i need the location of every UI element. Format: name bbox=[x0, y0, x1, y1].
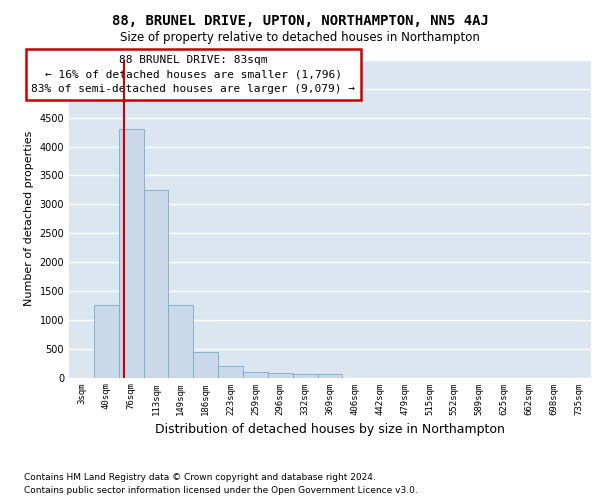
Text: Contains public sector information licensed under the Open Government Licence v3: Contains public sector information licen… bbox=[24, 486, 418, 495]
Bar bbox=[94, 306, 119, 378]
Bar bbox=[243, 372, 268, 378]
Text: 88, BRUNEL DRIVE, UPTON, NORTHAMPTON, NN5 4AJ: 88, BRUNEL DRIVE, UPTON, NORTHAMPTON, NN… bbox=[112, 14, 488, 28]
Bar bbox=[169, 306, 193, 378]
Bar bbox=[143, 190, 169, 378]
Bar bbox=[193, 352, 218, 378]
Bar bbox=[293, 374, 317, 378]
Bar bbox=[268, 373, 293, 378]
Text: Contains HM Land Registry data © Crown copyright and database right 2024.: Contains HM Land Registry data © Crown c… bbox=[24, 472, 376, 482]
Bar bbox=[218, 366, 243, 378]
Text: Size of property relative to detached houses in Northampton: Size of property relative to detached ho… bbox=[120, 31, 480, 44]
Text: Distribution of detached houses by size in Northampton: Distribution of detached houses by size … bbox=[155, 422, 505, 436]
Bar bbox=[119, 130, 143, 378]
Y-axis label: Number of detached properties: Number of detached properties bbox=[24, 131, 34, 306]
Bar bbox=[317, 374, 343, 378]
Text: 88 BRUNEL DRIVE: 83sqm
← 16% of detached houses are smaller (1,796)
83% of semi-: 88 BRUNEL DRIVE: 83sqm ← 16% of detached… bbox=[31, 54, 355, 94]
